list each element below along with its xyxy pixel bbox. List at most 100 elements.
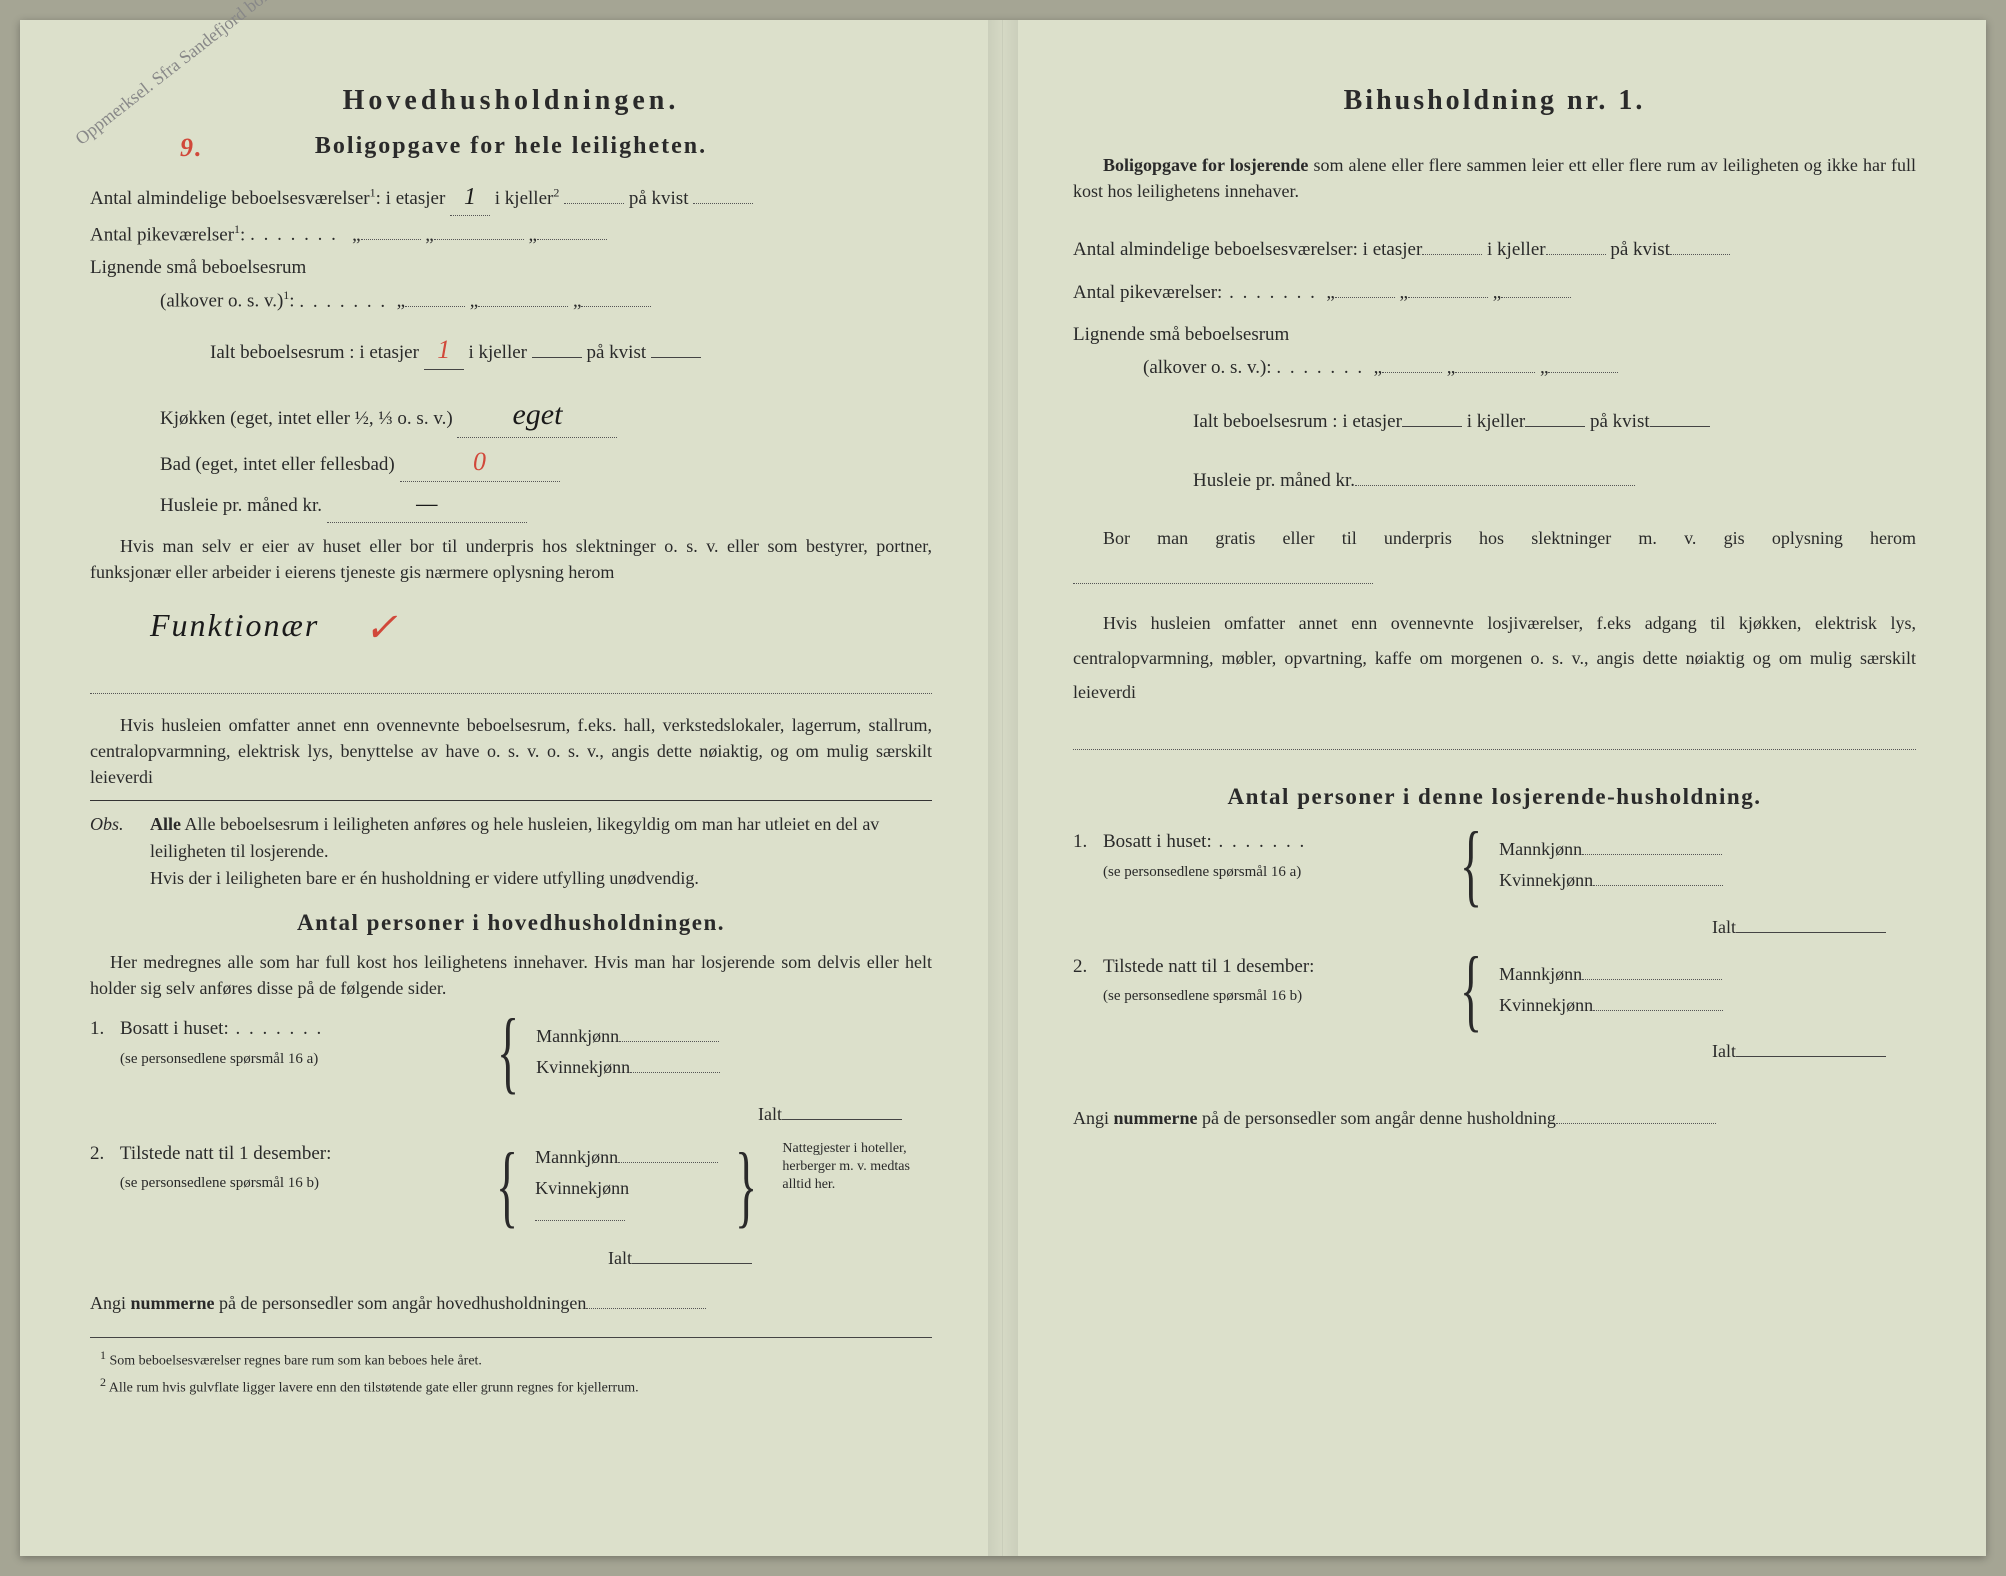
label: Kjøkken (eget, intet eller ½, ⅓ o. s. v.… xyxy=(160,408,453,429)
label: (alkover o. s. v.) xyxy=(160,291,283,312)
blank xyxy=(618,1162,718,1163)
divider xyxy=(90,800,932,801)
blank xyxy=(1073,583,1373,584)
right-title: Bihusholdning nr. 1. xyxy=(1073,80,1916,122)
sublabel: (se personsedlene spørsmål 16 a) xyxy=(1103,864,1301,880)
subtitle-text: Boligopgave for hele leiligheten. xyxy=(315,133,707,159)
blank xyxy=(405,306,465,307)
r-bor-gratis: Bor man gratis eller til underpris hos s… xyxy=(1073,519,1916,598)
blank xyxy=(1670,254,1730,255)
entry-number: 9. xyxy=(180,128,204,167)
text: Bor man gratis eller til underpris hos s… xyxy=(1103,528,1916,548)
kjokken-value: eget xyxy=(457,392,617,438)
ialt-row-2: Ialt xyxy=(90,1245,932,1272)
handwritten-row: Funktionær ✓ xyxy=(150,593,932,653)
label: Ialt beboelsesrum : xyxy=(1193,411,1338,432)
brace-icon: { xyxy=(496,1149,518,1223)
blank xyxy=(1546,254,1606,255)
row-lignende-1: Lignende små beboelsesrum xyxy=(90,254,932,283)
blank-line xyxy=(90,671,932,694)
label: Bosatt i huset: xyxy=(120,1018,229,1039)
label: Antal almindelige beboelsesværelser xyxy=(90,188,370,209)
blank xyxy=(1582,854,1722,855)
blank xyxy=(1736,932,1886,933)
husleie-value: — xyxy=(327,486,527,523)
section-personer-intro: Her medregnes alle som har full kost hos… xyxy=(90,949,932,1001)
blank xyxy=(1408,297,1488,298)
gender-col: Mannkjønn Kvinnekjønn xyxy=(536,1019,720,1085)
left-page: Oppmerksel. Sfra Sandefjord bor k c Hove… xyxy=(20,20,1003,1556)
blank-line xyxy=(1073,727,1916,750)
r-ialt-row-2: Ialt xyxy=(1073,1038,1916,1065)
label: på kvist xyxy=(1610,239,1670,260)
row-husleie: Husleie pr. måned kr. — xyxy=(160,486,932,523)
blank xyxy=(1402,426,1462,427)
blank xyxy=(630,1072,720,1073)
obs-text-2: Hvis der i leiligheten bare er én hushol… xyxy=(150,868,699,888)
r-row-pike: Antal pikeværelser: „ „ „ xyxy=(1073,279,1916,308)
brace-col: { Mannkjønn Kvinnekjønn xyxy=(1443,953,1723,1027)
blank xyxy=(782,1119,902,1120)
sublabel: (se personsedlene spørsmål 16 b) xyxy=(120,1175,319,1191)
blank xyxy=(1382,372,1442,373)
num: 1. xyxy=(1073,828,1103,857)
angi-line: Angi nummerne på de personsedler som ang… xyxy=(90,1290,932,1317)
obs-block: Obs. Alle Alle beboelsesrum i leilighete… xyxy=(90,811,932,892)
blank xyxy=(1335,297,1395,298)
blank xyxy=(632,1263,752,1264)
r-section-title: Antal personer i denne losjerende-hushol… xyxy=(1073,780,1916,815)
brace-col: { Mannkjønn Kvinnekjønn xyxy=(1443,828,1723,902)
label: Antal pikeværelser xyxy=(90,224,234,245)
blank xyxy=(1548,372,1618,373)
blank xyxy=(1582,979,1722,980)
label: Tilstede natt til 1 desember: xyxy=(1103,956,1314,977)
row-almindelige: Antal almindelige beboelsesværelser1: i … xyxy=(90,179,932,216)
obs-text: Alle Alle beboelsesrum i leiligheten anf… xyxy=(150,811,932,892)
label: Antal almindelige beboelsesværelser: xyxy=(1073,239,1358,260)
blank xyxy=(1650,426,1710,427)
obs-label: Obs. xyxy=(90,811,150,892)
r-person-row-2: 2. Tilstede natt til 1 desember: (se per… xyxy=(1073,953,1916,1027)
persons-block: 1. Bosatt i huset: (se personsedlene spø… xyxy=(90,1015,932,1272)
label: i etasjer xyxy=(359,342,419,363)
gender-col: Mannkjønn Kvinnekjønn xyxy=(1499,832,1723,898)
label: i kjeller xyxy=(495,188,554,209)
kvinne-label: Kvinnekjønn xyxy=(1499,870,1593,890)
blank xyxy=(535,1220,625,1221)
row-kjokken: Kjøkken (eget, intet eller ½, ⅓ o. s. v.… xyxy=(160,392,932,438)
para-husleie-omf: Hvis husleien omfatter annet enn ovennev… xyxy=(90,712,932,790)
etasjer-value: 1 xyxy=(450,179,490,216)
ialt-row-1: Ialt xyxy=(90,1101,932,1128)
blank xyxy=(1736,1056,1886,1057)
role-handwritten: Funktionær xyxy=(150,601,319,649)
label: på kvist xyxy=(587,342,647,363)
mann-label: Mannkjønn xyxy=(535,1147,618,1167)
blank xyxy=(434,239,524,240)
blank xyxy=(651,357,701,358)
para-eier: Hvis man selv er eier av huset eller bor… xyxy=(90,533,932,585)
blank xyxy=(1593,1010,1723,1011)
blank xyxy=(586,1308,706,1309)
kvinne-label: Kvinnekjønn xyxy=(535,1178,629,1198)
label: i etasjer xyxy=(1363,239,1423,260)
footnote-2: 2 Alle rum hvis gulvflate ligger lavere … xyxy=(90,1373,932,1399)
left-title: Hovedhusholdningen. xyxy=(90,80,932,122)
label-col: Tilstede natt til 1 desember: (se person… xyxy=(120,1140,479,1197)
blank xyxy=(619,1041,719,1042)
mann-label: Mannkjønn xyxy=(1499,964,1582,984)
ialt-label: Ialt xyxy=(1712,917,1736,937)
kjeller-value xyxy=(564,203,624,204)
dots xyxy=(250,224,338,245)
blank xyxy=(1455,372,1535,373)
r-row-alkover: (alkover o. s. v.): „ „ „ xyxy=(1143,354,1916,383)
blank xyxy=(1501,297,1571,298)
person-row-2: 2. Tilstede natt til 1 desember: (se per… xyxy=(90,1140,932,1233)
kvist-value xyxy=(693,203,753,204)
label: i kjeller xyxy=(1467,411,1526,432)
label-col: Bosatt i huset: (se personsedlene spørsm… xyxy=(120,1015,480,1072)
blank xyxy=(1556,1123,1716,1124)
brace-icon: { xyxy=(1460,953,1482,1027)
label: i kjeller xyxy=(1487,239,1546,260)
blank xyxy=(532,357,582,358)
gender-col: Mannkjønn Kvinnekjønn xyxy=(1499,957,1723,1023)
